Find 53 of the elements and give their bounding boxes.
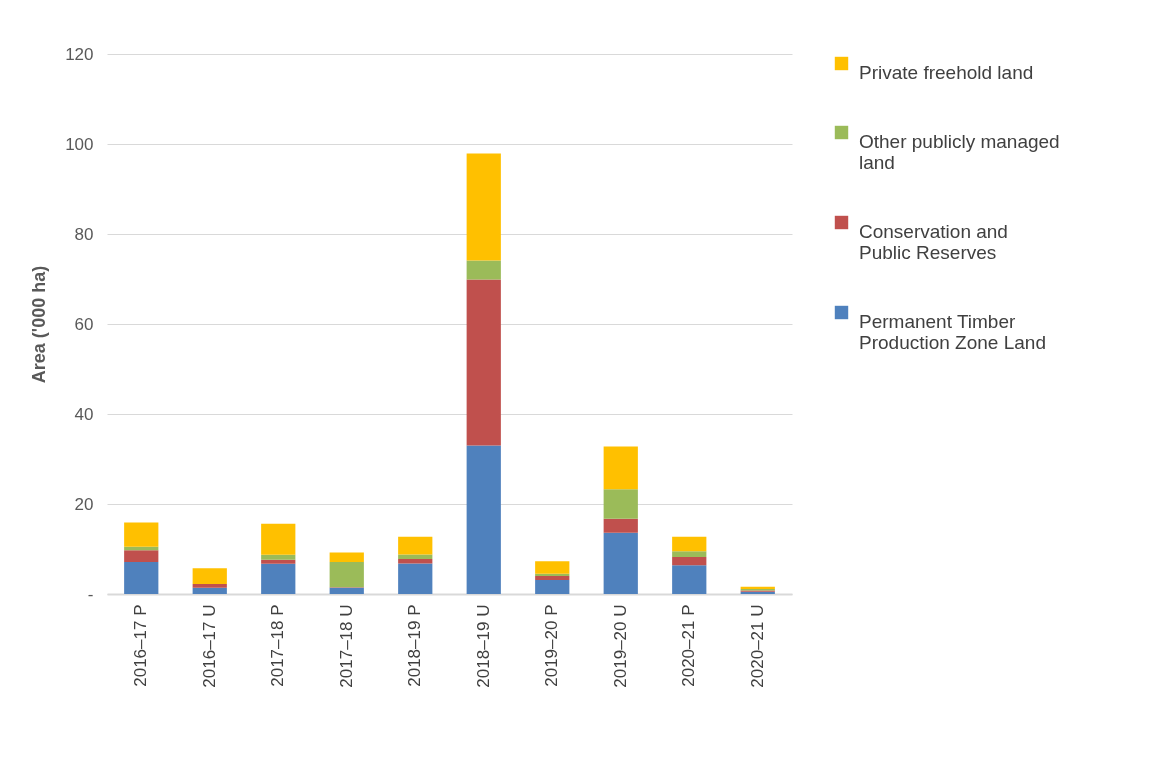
bar bbox=[261, 559, 296, 564]
bar bbox=[535, 576, 570, 581]
x-tick-label: 2019–20 U bbox=[610, 604, 630, 688]
bar bbox=[192, 584, 227, 588]
bar bbox=[603, 518, 638, 533]
bar bbox=[466, 153, 501, 261]
legend-label: Private freehold land bbox=[859, 61, 1034, 83]
bar bbox=[398, 554, 433, 559]
y-tick-label: 120 bbox=[65, 44, 94, 64]
bar bbox=[466, 260, 501, 280]
bar bbox=[672, 557, 707, 566]
bar bbox=[672, 536, 707, 552]
y-tick-label: 20 bbox=[74, 494, 94, 514]
bar bbox=[124, 550, 159, 563]
bar bbox=[261, 554, 296, 560]
y-tick-label: - bbox=[87, 584, 94, 604]
bar bbox=[603, 446, 638, 490]
x-tick-label: 2020–21 P bbox=[679, 604, 699, 687]
bar bbox=[398, 536, 433, 555]
bar bbox=[329, 552, 364, 563]
x-tick-label: 2017–18 U bbox=[336, 604, 356, 688]
bar bbox=[603, 532, 638, 594]
x-tick-label: 2017–18 P bbox=[268, 604, 288, 687]
bar bbox=[192, 568, 227, 585]
bar bbox=[329, 562, 364, 588]
y-axis-title: Area ('000 ha) bbox=[29, 265, 50, 384]
x-tick-label: 2018–19 P bbox=[405, 604, 425, 687]
y-tick-label: 40 bbox=[74, 404, 94, 424]
y-tick-label: 80 bbox=[74, 224, 94, 244]
x-tick-label: 2016–17 U bbox=[199, 604, 219, 688]
x-tick-label: 2016–17 P bbox=[131, 604, 151, 687]
bar bbox=[672, 565, 707, 594]
bar bbox=[192, 587, 227, 594]
legend-label: Other publicly managed land bbox=[859, 130, 1060, 173]
bar bbox=[672, 551, 707, 558]
bar bbox=[535, 561, 570, 574]
x-tick-label: 2018–19 U bbox=[473, 604, 493, 688]
bar bbox=[466, 445, 501, 594]
x-tick-label: 2020–21 U bbox=[747, 604, 767, 688]
bar bbox=[535, 580, 570, 594]
legend-label: Permanent Timber Production Zone Land bbox=[859, 310, 1046, 353]
bar bbox=[261, 563, 296, 594]
bar bbox=[261, 523, 296, 555]
bar bbox=[124, 562, 159, 594]
legend-label: Conservation and Public Reserves bbox=[859, 220, 1008, 263]
y-tick-label: 60 bbox=[74, 314, 94, 334]
bar bbox=[124, 522, 159, 547]
y-tick-label: 100 bbox=[65, 134, 94, 154]
bar bbox=[329, 587, 364, 594]
bar bbox=[603, 489, 638, 519]
bar bbox=[466, 279, 501, 446]
bar bbox=[398, 563, 433, 594]
x-tick-label: 2019–20 P bbox=[542, 604, 562, 687]
